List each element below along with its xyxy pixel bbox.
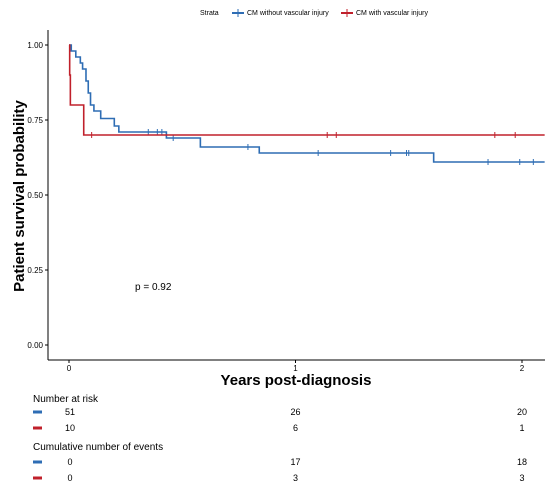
risk-table: 51 26 20 10 6 1 [33, 407, 527, 433]
x-tick-label: 1 [293, 364, 298, 373]
x-ticks: 0 1 2 [67, 360, 525, 373]
legend: Strata CM without vascular injury CM wit… [200, 9, 428, 17]
table-cell: 6 [293, 423, 298, 433]
table-cell: 0 [67, 473, 72, 483]
legend-label-red: CM with vascular injury [356, 10, 428, 17]
table-cell: 0 [67, 457, 72, 467]
table-cell: 51 [65, 407, 75, 417]
y-axis-label: Patient survival probability [11, 99, 28, 291]
table-cell: 17 [290, 457, 300, 467]
legend-label-blue: CM without vascular injury [247, 10, 329, 17]
y-tick-label: 0.75 [27, 116, 43, 125]
events-table-title: Cumulative number of events [33, 442, 163, 453]
y-ticks: 0.00 0.25 0.50 0.75 1.00 [27, 41, 48, 350]
p-value-annotation: p = 0.92 [135, 282, 172, 293]
table-cell: 1 [519, 423, 524, 433]
y-tick-label: 0.25 [27, 266, 43, 275]
events-table: 0 17 18 0 3 3 [33, 457, 527, 483]
table-cell: 10 [65, 423, 75, 433]
risk-table-title: Number at risk [33, 394, 99, 405]
table-cell: 26 [290, 407, 300, 417]
y-tick-label: 1.00 [27, 41, 43, 50]
table-cell: 3 [293, 473, 298, 483]
table-cell: 20 [517, 407, 527, 417]
survival-curve-blue [69, 44, 545, 163]
x-tick-label: 0 [67, 364, 72, 373]
x-tick-label: 2 [520, 364, 525, 373]
survival-curve-red [68, 44, 545, 136]
y-tick-label: 0.50 [27, 191, 43, 200]
table-cell: 3 [519, 473, 524, 483]
legend-title: Strata [200, 10, 219, 17]
x-axis-label: Years post-diagnosis [221, 372, 372, 389]
table-cell: 18 [517, 457, 527, 467]
y-tick-label: 0.00 [27, 341, 43, 350]
survival-curves [68, 44, 545, 165]
